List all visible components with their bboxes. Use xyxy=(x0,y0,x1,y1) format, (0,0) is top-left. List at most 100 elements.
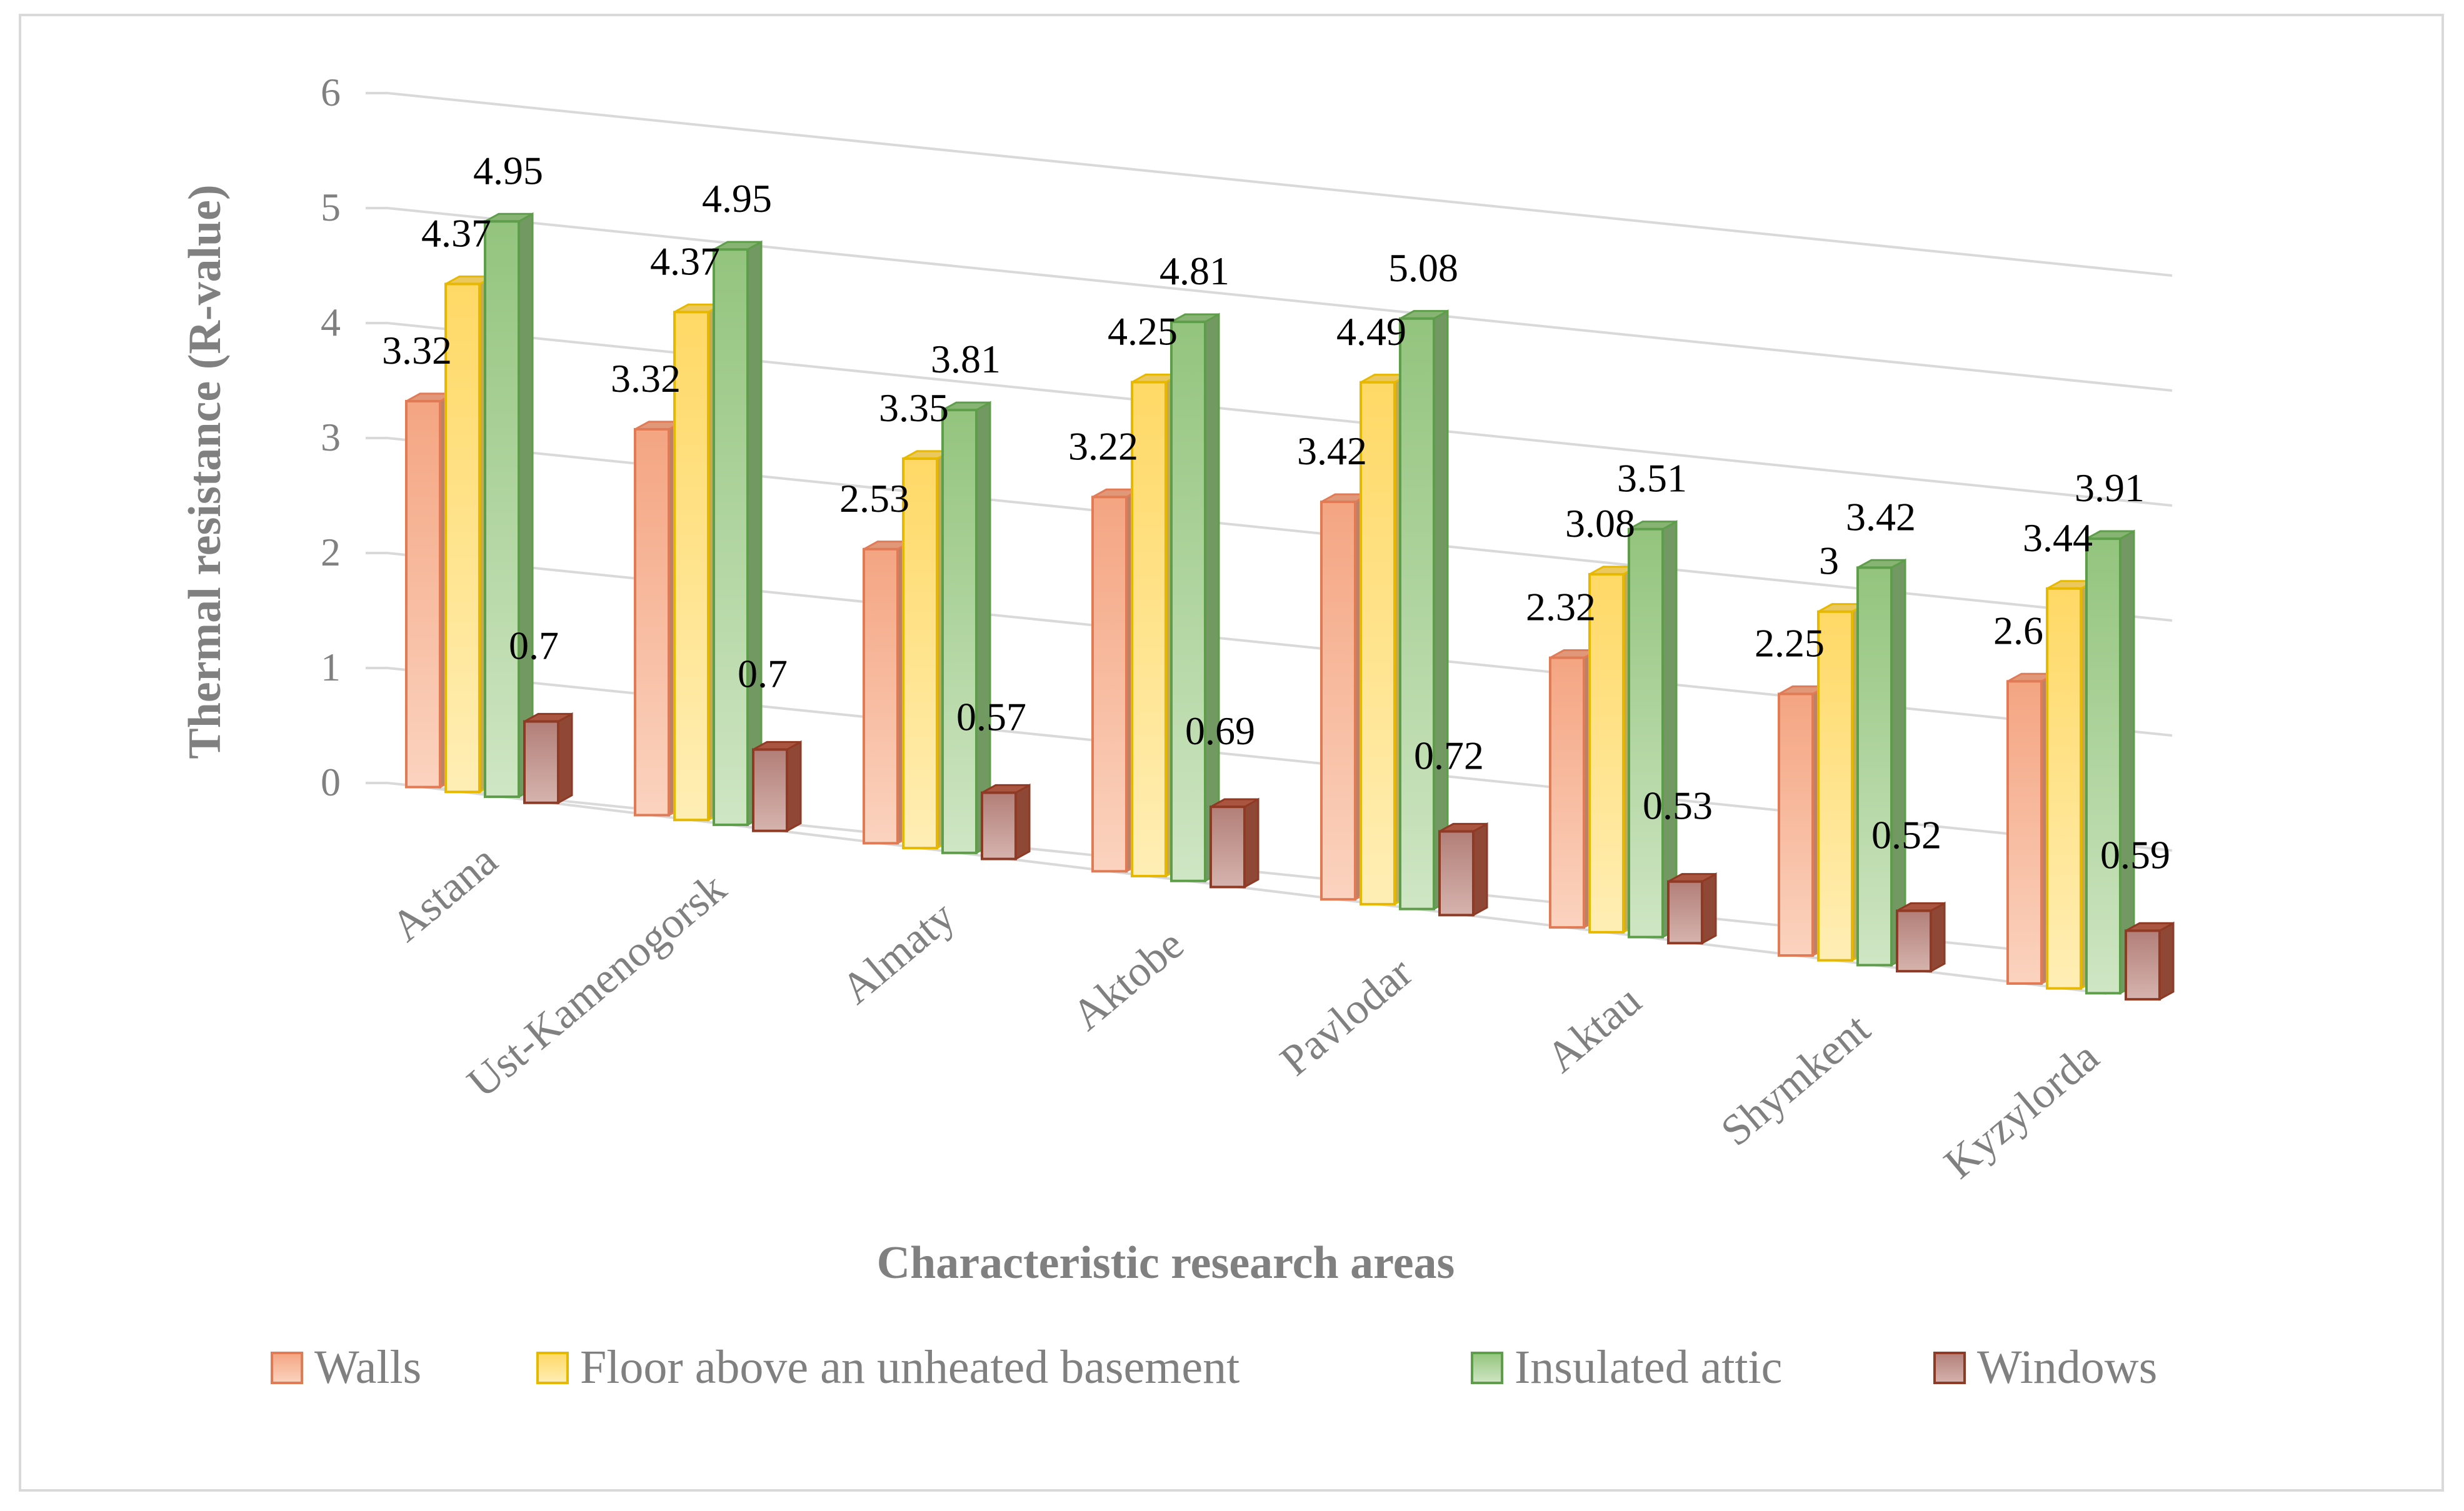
gridline xyxy=(387,92,2173,277)
bar xyxy=(1817,610,1853,962)
bar xyxy=(444,282,481,794)
bar-side xyxy=(1243,797,1260,889)
bar xyxy=(1320,501,1356,901)
bar-side xyxy=(975,401,991,855)
x-tick-label: Pavlodar xyxy=(1271,949,1421,1085)
bar xyxy=(634,427,670,817)
x-tick-label: Astana xyxy=(383,836,506,951)
bar-side xyxy=(1890,558,1906,967)
x-tick-label: Ust-Kamenogorsk xyxy=(459,864,736,1107)
bar-side xyxy=(1472,822,1488,917)
bar xyxy=(1896,909,1932,973)
legend-swatch xyxy=(536,1352,569,1384)
y-tick-label: 6 xyxy=(321,70,341,114)
y-axis-ticks: 0 1 2 3 4 5 6 xyxy=(321,70,341,804)
data-label: 3.22 xyxy=(1068,424,1138,468)
data-label: 5.08 xyxy=(1388,246,1458,290)
x-tick-label: Shymkent xyxy=(1712,1004,1879,1155)
x-tick-label: Aktobe xyxy=(1063,920,1193,1040)
data-label: 4.37 xyxy=(650,239,720,283)
data-label: 4.25 xyxy=(1108,309,1178,354)
data-label: 4.37 xyxy=(421,211,491,255)
bar xyxy=(2046,587,2082,990)
data-label: 4.81 xyxy=(1159,249,1229,293)
bar xyxy=(1588,572,1625,934)
data-label: 2.6 xyxy=(1993,608,2043,652)
data-label: 0.7 xyxy=(509,624,559,668)
bar-side xyxy=(1433,309,1449,911)
bar xyxy=(1360,381,1396,905)
data-label: 0.53 xyxy=(1643,784,1713,828)
bar xyxy=(1667,880,1703,945)
y-tick-label: 5 xyxy=(321,185,341,229)
bar xyxy=(902,457,938,850)
bar xyxy=(2085,537,2121,995)
bar xyxy=(752,748,788,832)
gridline xyxy=(387,207,2173,392)
bar xyxy=(1438,830,1475,917)
bar xyxy=(1856,566,1893,967)
data-label: 3.51 xyxy=(1617,456,1687,501)
legend-swatch xyxy=(1933,1352,1966,1384)
data-label: 3.32 xyxy=(611,356,681,401)
bars xyxy=(405,212,2175,1001)
bar xyxy=(1399,317,1435,910)
bar-side xyxy=(746,240,763,827)
bar xyxy=(1628,527,1664,939)
bar-side xyxy=(1701,872,1717,945)
y-tick-label: 1 xyxy=(321,645,341,689)
data-label: 3.81 xyxy=(931,337,1001,381)
bar-side xyxy=(2119,529,2135,995)
data-label: 2.53 xyxy=(839,476,909,521)
data-label: 4.95 xyxy=(473,148,543,192)
bar xyxy=(2125,929,2161,1001)
data-label: 3.91 xyxy=(2075,466,2145,510)
bar xyxy=(1131,381,1167,878)
bar-side xyxy=(557,712,573,805)
y-tick-label: 0 xyxy=(321,760,341,804)
bar xyxy=(1778,692,1814,957)
data-label: 0.57 xyxy=(956,695,1026,739)
data-label: 3 xyxy=(1819,539,1839,583)
bar xyxy=(405,400,441,789)
data-label: 2.32 xyxy=(1526,585,1596,629)
x-tick-label: Kyzylorda xyxy=(1935,1032,2108,1188)
x-axis-title: Characteristic research areas xyxy=(877,1237,1455,1289)
data-label: 0.69 xyxy=(1185,709,1255,753)
bar-side xyxy=(1204,312,1220,883)
bar xyxy=(1091,496,1128,873)
bar-side xyxy=(1930,901,1946,973)
data-label: 3.42 xyxy=(1846,494,1916,539)
legend: Walls Floor above an unheated basement Ins… xyxy=(271,1341,2157,1394)
bar xyxy=(673,311,709,822)
bar xyxy=(523,720,559,804)
bar-side xyxy=(1014,783,1031,861)
data-label: 3.42 xyxy=(1297,429,1367,473)
data-label: 4.49 xyxy=(1336,309,1406,354)
legend-label: Insulated attic xyxy=(1515,1341,1782,1394)
y-tick-label: 2 xyxy=(321,530,341,574)
legend-label: Windows xyxy=(1977,1341,2157,1394)
y-tick-label: 4 xyxy=(321,300,341,344)
data-label: 3.35 xyxy=(879,386,949,430)
bar xyxy=(484,220,520,799)
legend-swatch xyxy=(271,1352,303,1384)
bar xyxy=(1170,321,1206,882)
legend-swatch xyxy=(1471,1352,1503,1384)
bar xyxy=(2006,680,2043,985)
data-label: 4.95 xyxy=(702,176,772,221)
x-tick-label: Aktau xyxy=(1538,977,1651,1082)
bar xyxy=(863,547,899,845)
bar xyxy=(1549,656,1585,929)
y-tick-label: 3 xyxy=(321,415,341,459)
data-label: 2.25 xyxy=(1755,621,1825,666)
data-label: 0.52 xyxy=(1871,812,1941,857)
legend-label: Walls xyxy=(314,1341,421,1394)
data-label: 3.44 xyxy=(2023,516,2093,560)
bar xyxy=(713,248,749,826)
bar xyxy=(1209,805,1246,889)
data-label: 0.59 xyxy=(2100,832,2170,877)
data-label: 0.7 xyxy=(738,651,788,696)
data-labels: 3.32 4.37 4.95 0.7 3.32 4.37 4.95 0.7 2.53 3.35 3.… xyxy=(382,148,2170,877)
